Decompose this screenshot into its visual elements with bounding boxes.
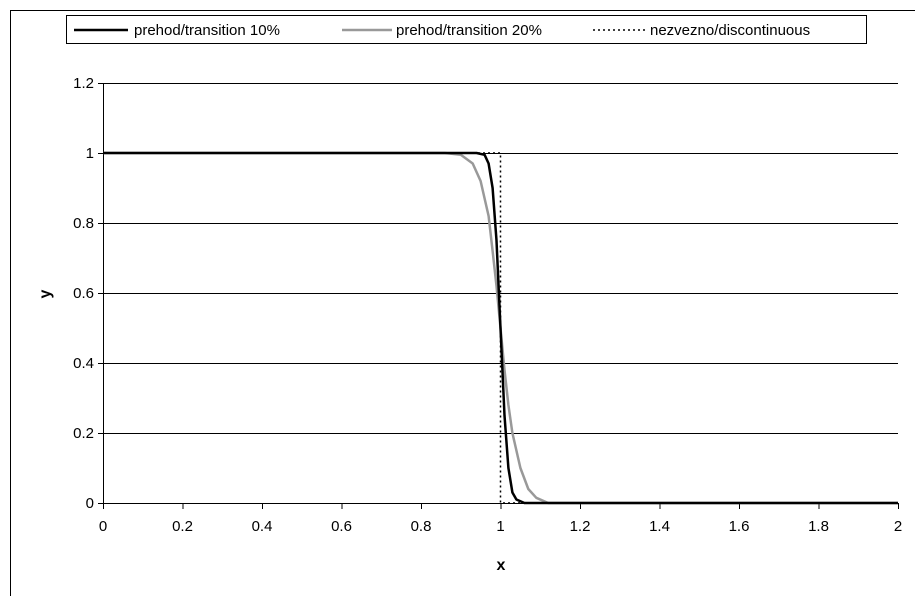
x-tick-label-4: 0.8 — [411, 518, 432, 535]
series-line-0 — [103, 151, 898, 505]
legend-label-discontinuous: nezvezno/discontinuous — [650, 22, 810, 39]
x-tick-label-3: 0.6 — [331, 518, 352, 535]
y-tick-label-0: 0 — [86, 495, 94, 512]
y-tick-label-5: 1 — [86, 145, 94, 162]
x-tick-label-9: 1.8 — [808, 518, 829, 535]
tick-labels: 0 0.2 0.4 0.6 0.8 1 1.2 0 0.2 0.4 0.6 0.8 1 1.2 1.4 1.6… — [73, 75, 902, 535]
y-axis-label: y — [37, 289, 54, 298]
x-tick-label-10: 2 — [894, 518, 902, 535]
x-tick-label-1: 0.2 — [172, 518, 193, 535]
plot-area: 0 0.2 0.4 0.6 0.8 1 1.2 0 0.2 0.4 0.6 0.8 1 1.2 1.4 1.6… — [73, 75, 902, 535]
series-lines — [103, 151, 898, 505]
x-tick-label-0: 0 — [99, 518, 107, 535]
x-tick-label-6: 1.2 — [570, 518, 591, 535]
y-tick-label-6: 1.2 — [73, 75, 94, 92]
y-tick-label-1: 0.2 — [73, 425, 94, 442]
legend-label-transition-10: prehod/transition 10% — [134, 22, 280, 39]
x-tick-label-2: 0.4 — [252, 518, 273, 535]
y-tick-label-4: 0.8 — [73, 215, 94, 232]
legend-box — [66, 15, 867, 44]
x-tick-label-5: 1 — [496, 518, 504, 535]
y-tick-label-2: 0.4 — [73, 355, 94, 372]
x-tick-label-7: 1.4 — [649, 518, 670, 535]
x-axis-label: x — [497, 557, 506, 574]
chart-area-border — [10, 10, 915, 596]
legend: prehod/transition 10% prehod/transition … — [66, 15, 867, 44]
legend-label-transition-20: prehod/transition 20% — [396, 22, 542, 39]
gridlines — [103, 83, 898, 434]
y-tick-label-3: 0.6 — [73, 285, 94, 302]
x-tick-label-8: 1.6 — [729, 518, 750, 535]
series-line-2 — [103, 152, 898, 504]
